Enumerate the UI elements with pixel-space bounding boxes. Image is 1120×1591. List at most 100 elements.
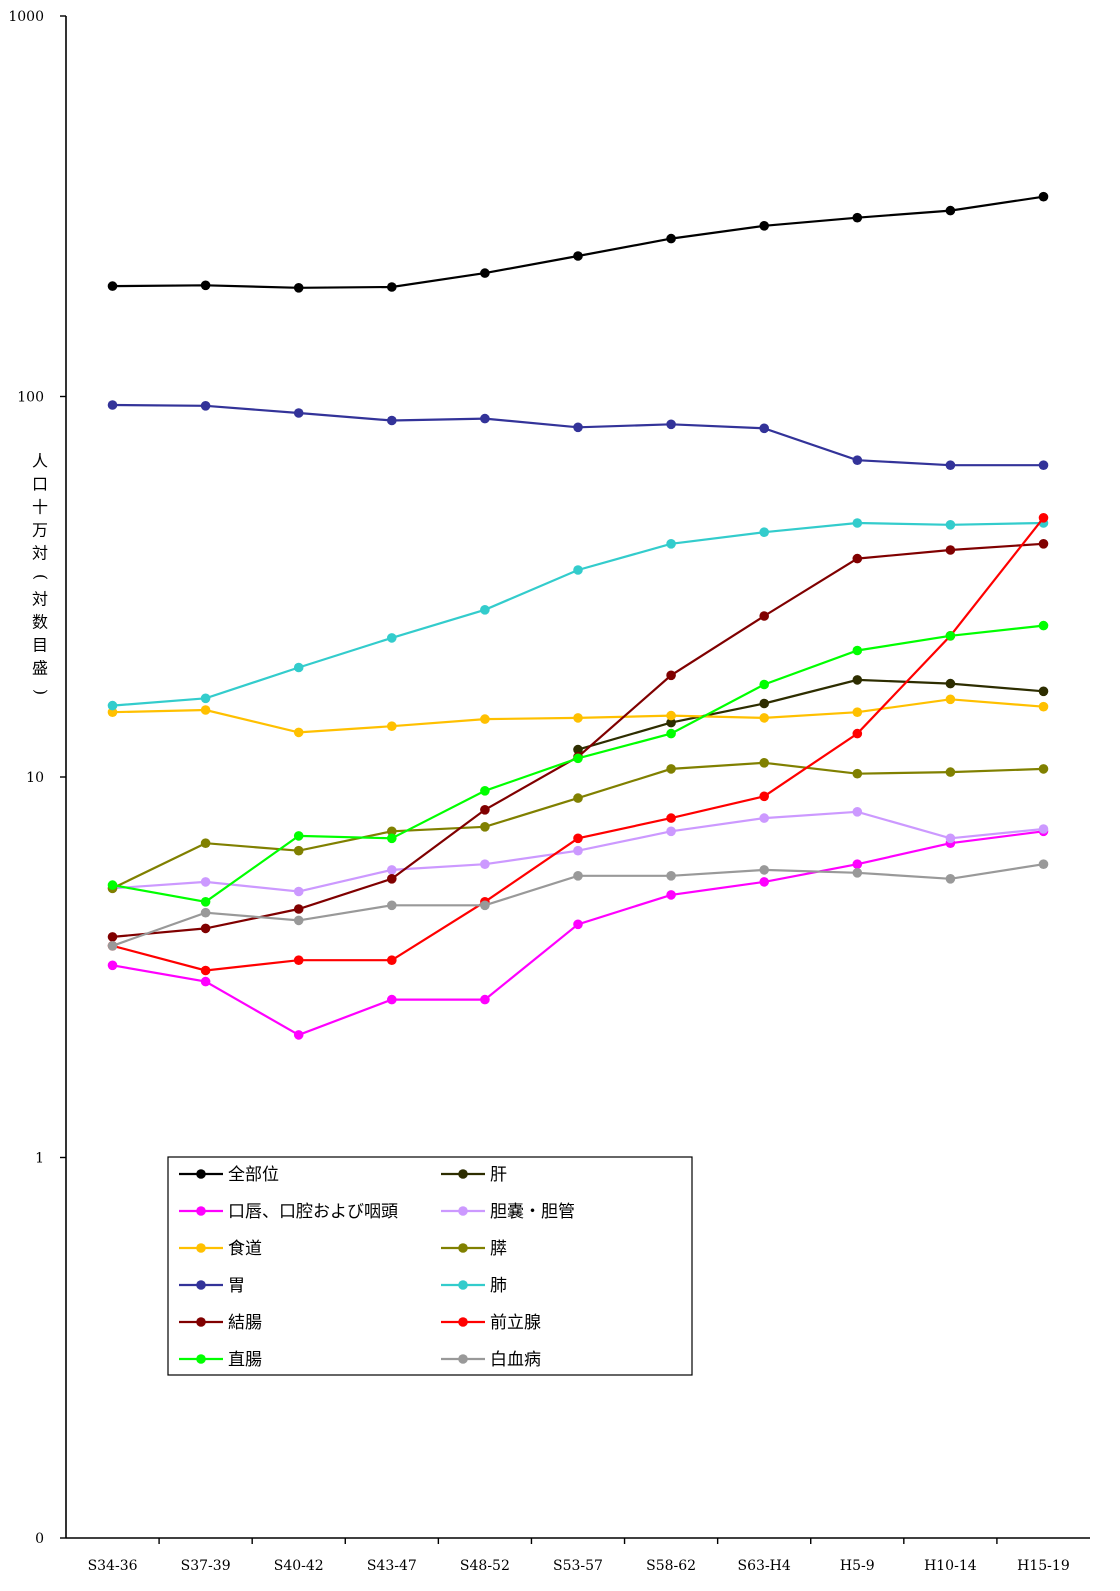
x-tick-label: S53-57 (553, 1558, 603, 1574)
data-point (387, 955, 397, 965)
legend-item: 胃 (179, 1276, 245, 1296)
y-axis-title-char: 万 (32, 521, 48, 540)
legend-swatch-marker (196, 1169, 206, 1179)
legend-label: 前立腺 (490, 1313, 541, 1333)
data-point (852, 868, 863, 878)
legend-swatch-marker (458, 1243, 468, 1253)
data-point (107, 700, 118, 711)
legend-item: 肝 (441, 1165, 507, 1185)
legend-item: 全部位 (179, 1165, 279, 1185)
data-point (1038, 859, 1049, 869)
axes: 0 1 10 100 1000 S34-36 S37-39 S40-42 S43-47 S48-5… (8, 9, 1090, 1574)
data-point (945, 631, 956, 641)
data-point (1038, 460, 1049, 471)
data-point (387, 874, 397, 884)
data-point (759, 813, 769, 823)
data-point (573, 713, 583, 723)
data-point (759, 865, 769, 875)
data-point (852, 675, 863, 685)
data-point (200, 965, 211, 976)
series-前立腺 (107, 513, 1049, 976)
y-axis-title-char: 盛 (32, 659, 48, 678)
y-axis-title-char: 十 (32, 498, 48, 517)
legend-item: 直腸 (179, 1350, 262, 1370)
legend-item: 胆嚢・胆管 (441, 1202, 575, 1222)
data-point (573, 845, 583, 856)
series-layer (107, 191, 1049, 1040)
x-tick-label: H15-19 (1017, 1558, 1070, 1574)
legend-swatch-marker (196, 1243, 206, 1253)
data-point (1038, 701, 1049, 712)
y-tick-label: 10 (26, 770, 44, 786)
data-point (945, 460, 956, 471)
data-point (759, 877, 769, 887)
data-point (666, 813, 676, 823)
legend-item: 白血病 (441, 1350, 541, 1370)
x-tick-label: S40-42 (274, 1558, 324, 1574)
y-tick-label: 100 (17, 390, 44, 406)
y-axis-title-char: ( (32, 574, 51, 580)
data-point (200, 877, 211, 887)
x-tick-label: S37-39 (181, 1558, 231, 1574)
legend-item: 結腸 (179, 1313, 262, 1333)
data-point (666, 717, 676, 728)
data-point (945, 545, 956, 555)
data-point (852, 807, 863, 817)
legend-label: 結腸 (228, 1313, 262, 1333)
data-point (666, 233, 676, 244)
legend-label: 白血病 (490, 1350, 541, 1370)
data-point (387, 415, 397, 426)
data-point (945, 694, 956, 705)
legend-swatch-marker (458, 1280, 468, 1290)
legend-label: 胆嚢・胆管 (490, 1202, 575, 1222)
series-口唇、口腔および咽頭 (107, 826, 1049, 1040)
data-point (1038, 513, 1049, 523)
data-point (387, 833, 397, 844)
legend-swatch-marker (196, 1354, 206, 1364)
series-胆嚢・胆管 (107, 807, 1049, 897)
legend-item: 口唇、口腔および咽頭 (179, 1202, 398, 1222)
data-point (200, 838, 211, 848)
data-point (852, 859, 863, 869)
data-point (852, 645, 863, 656)
data-point (573, 871, 583, 881)
series-膵 (107, 758, 1049, 894)
data-point (852, 455, 863, 466)
data-point (759, 221, 769, 231)
data-point (480, 786, 490, 796)
y-axis-title-char: ) (32, 689, 51, 695)
data-point (293, 955, 304, 965)
data-point (293, 408, 304, 418)
data-point (759, 527, 769, 537)
data-point (480, 900, 490, 911)
series-胃 (107, 400, 1049, 471)
series-line (112, 624, 1044, 903)
legend-swatch-marker (458, 1206, 468, 1216)
data-point (573, 565, 583, 575)
data-point (107, 707, 118, 717)
data-point (480, 805, 490, 815)
data-point (852, 707, 863, 717)
data-point (945, 678, 956, 689)
data-point (852, 768, 863, 779)
data-point (1038, 539, 1049, 549)
x-tick-label: S34-36 (88, 1558, 138, 1574)
data-point (945, 205, 956, 216)
y-axis-title-char: 数 (32, 613, 48, 632)
data-point (852, 212, 863, 223)
data-point (480, 714, 490, 724)
data-point (387, 865, 397, 875)
data-point (759, 713, 769, 723)
data-point (759, 679, 769, 690)
series-line (112, 521, 1044, 707)
series-line (577, 678, 1044, 751)
data-point (387, 721, 397, 731)
data-point (107, 960, 118, 971)
data-point (666, 826, 676, 837)
data-point (573, 251, 583, 261)
data-point (1038, 191, 1049, 202)
legend-swatch-marker (458, 1169, 468, 1179)
data-point (666, 728, 676, 739)
data-point (107, 400, 118, 410)
